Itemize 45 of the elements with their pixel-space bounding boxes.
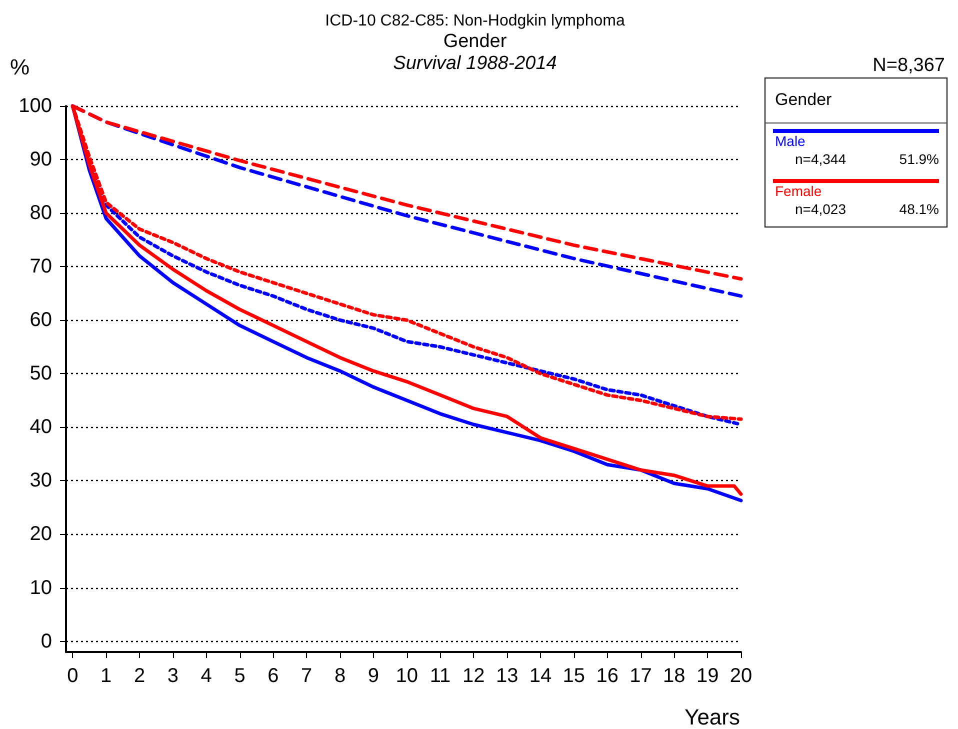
y-tick-label: 0 [40, 630, 52, 652]
y-tick-label: 100 [18, 95, 52, 117]
x-tick-label: 19 [696, 665, 719, 687]
y-tick-label: 10 [30, 576, 52, 599]
y-tick-label: 60 [30, 309, 52, 332]
x-tick-label: 0 [67, 665, 78, 687]
text: 48.1% [899, 201, 939, 217]
x-tick-label: 12 [462, 665, 485, 687]
x-tick-label: 2 [134, 665, 146, 687]
x-tick-label: 11 [430, 665, 451, 687]
x-tick-label: 6 [268, 665, 279, 687]
text: n=4,023 [795, 201, 846, 217]
y-tick-label: 90 [30, 148, 52, 171]
y-tick-label: 30 [30, 470, 52, 492]
x-tick-label: 18 [663, 665, 686, 687]
y-tick-label: 80 [30, 202, 52, 224]
text: Female [775, 183, 822, 199]
x-tick-label: 1 [100, 665, 112, 687]
x-tick-label: 7 [301, 665, 312, 687]
x-tick-label: 3 [167, 665, 178, 687]
x-tick-label: 4 [200, 665, 212, 687]
chart-subtitle: Gender [443, 31, 508, 52]
text: Male [775, 133, 806, 149]
legend-title: Gender [775, 90, 832, 109]
text: Survival 1988-2014 [393, 53, 557, 74]
y-tick-label: 20 [30, 523, 52, 546]
y-tick-label: 50 [30, 362, 52, 385]
x-tick-label: 14 [529, 665, 552, 687]
y-tick-label: 40 [30, 416, 52, 438]
text: N=8,367 [872, 55, 945, 76]
x-tick-label: 10 [396, 665, 418, 687]
y-tick-label: 70 [30, 256, 52, 278]
x-tick-label: 8 [334, 665, 346, 687]
y-axis-title: % [10, 54, 30, 80]
x-tick-label: 9 [368, 665, 379, 687]
text: n=4,344 [795, 151, 846, 167]
x-tick-label: 5 [234, 665, 246, 687]
x-tick-label: 20 [730, 665, 752, 687]
chart-title: ICD-10 C82-C85: Non-Hodgkin lymphoma [325, 12, 625, 30]
text: 51.9% [899, 151, 939, 167]
x-tick-label: 13 [496, 665, 518, 687]
x-tick-label: 17 [630, 665, 652, 687]
x-tick-label: 16 [596, 665, 618, 687]
x-axis-title: Years [684, 704, 740, 729]
x-tick-label: 15 [562, 665, 586, 687]
